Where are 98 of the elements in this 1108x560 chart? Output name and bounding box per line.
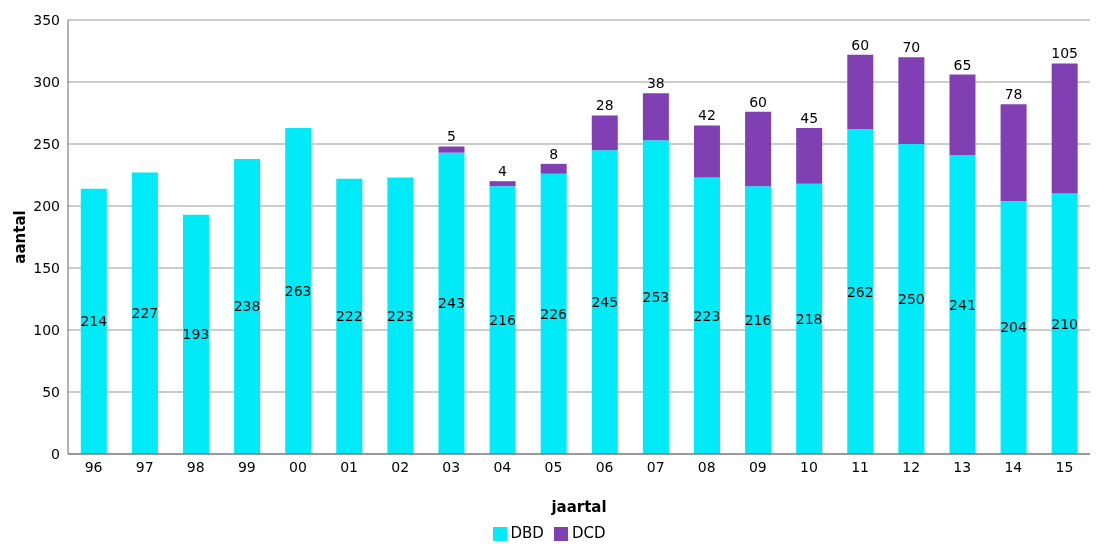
bar	[642, 140, 669, 454]
data-label: 60	[749, 93, 767, 110]
bar	[540, 173, 567, 454]
data-label: 218	[795, 310, 823, 327]
data-label: 216	[489, 312, 517, 329]
bar	[540, 163, 567, 174]
bar	[898, 144, 925, 454]
data-label: 65	[953, 56, 972, 73]
bar	[847, 54, 874, 130]
data-label: 214	[80, 313, 108, 330]
data-label: 204	[1000, 319, 1028, 336]
y-tick-label: 250	[33, 135, 60, 152]
bar	[80, 188, 107, 454]
x-tick-label: 96	[84, 458, 103, 475]
y-axis-title: aantal	[11, 210, 30, 264]
bar	[336, 178, 363, 454]
bar	[796, 183, 823, 454]
x-tick-label: 06	[595, 458, 614, 475]
bar	[285, 127, 312, 454]
data-label: 5	[447, 128, 456, 145]
data-label: 42	[698, 107, 716, 124]
data-label: 38	[646, 75, 665, 92]
bar	[1000, 104, 1027, 202]
x-axis-title: jaartal	[550, 498, 607, 516]
y-tick-label: 200	[33, 197, 60, 214]
x-tick-label: 10	[800, 458, 818, 475]
data-label: 8	[549, 145, 559, 162]
x-tick-label: 15	[1055, 458, 1074, 475]
bar	[949, 155, 976, 454]
data-label: 250	[898, 290, 925, 307]
data-label: 28	[595, 97, 614, 114]
x-tick-label: 00	[289, 458, 307, 475]
data-label: 223	[693, 307, 721, 324]
x-tick-label: 11	[851, 458, 869, 475]
x-tick-label: 09	[748, 458, 767, 475]
data-label: 226	[540, 305, 568, 322]
data-label: 222	[335, 308, 363, 325]
bar	[1051, 193, 1078, 454]
x-tick-label: 98	[186, 458, 205, 475]
x-tick-label: 08	[697, 458, 716, 475]
data-label: 227	[131, 305, 159, 322]
data-label: 262	[846, 283, 874, 300]
x-tick-label: 05	[544, 458, 563, 475]
bar	[642, 93, 669, 141]
x-tick-label: 14	[1004, 458, 1023, 475]
bar	[745, 111, 772, 187]
data-label: 45	[800, 109, 819, 126]
legend-label: DCD	[571, 524, 606, 542]
bar	[438, 146, 465, 153]
bar	[182, 214, 209, 454]
y-tick-label: 100	[33, 321, 60, 338]
data-label: 210	[1051, 315, 1079, 332]
data-label: 78	[1004, 86, 1023, 103]
bar	[693, 177, 720, 454]
bar	[489, 181, 516, 187]
x-tick-label: 97	[135, 458, 154, 475]
bar	[438, 152, 465, 454]
bar	[591, 115, 618, 151]
bar	[949, 74, 976, 156]
data-label: 105	[1051, 45, 1079, 62]
bar	[1051, 63, 1078, 194]
x-tick-label: 01	[340, 458, 358, 475]
bar	[387, 177, 414, 454]
y-tick-label: 300	[33, 73, 60, 90]
legend-label: DBD	[510, 524, 544, 542]
data-label: 223	[387, 307, 414, 324]
data-label: 70	[902, 39, 921, 56]
data-label: 216	[744, 312, 772, 329]
x-tick-label: 02	[391, 458, 410, 475]
bar	[898, 57, 925, 144]
bar	[1000, 201, 1027, 454]
bar	[847, 129, 874, 454]
bar	[489, 186, 516, 454]
data-label: 193	[182, 326, 210, 343]
data-label: 245	[591, 294, 619, 311]
y-tick-label: 50	[42, 383, 60, 400]
data-label: 4	[498, 163, 508, 180]
x-tick-label: 04	[493, 458, 512, 475]
bar	[591, 150, 618, 454]
data-label: 263	[284, 282, 312, 299]
bar	[234, 158, 261, 454]
data-label: 60	[851, 36, 870, 53]
x-tick-label: 12	[902, 458, 921, 475]
bar	[745, 186, 772, 454]
data-label: 238	[233, 298, 261, 315]
x-tick-label: 13	[953, 458, 972, 475]
y-tick-label: 150	[33, 259, 60, 276]
x-tick-label: 03	[442, 458, 461, 475]
y-tick-label: 0	[51, 445, 60, 462]
x-tick-label: 99	[237, 458, 256, 475]
data-label: 243	[438, 295, 465, 312]
x-tick-label: 07	[646, 458, 665, 475]
data-label: 253	[642, 289, 670, 306]
bar	[693, 125, 720, 178]
bar	[131, 172, 158, 454]
y-tick-label: 350	[33, 11, 60, 28]
data-label: 241	[949, 296, 976, 313]
bar	[796, 127, 823, 184]
